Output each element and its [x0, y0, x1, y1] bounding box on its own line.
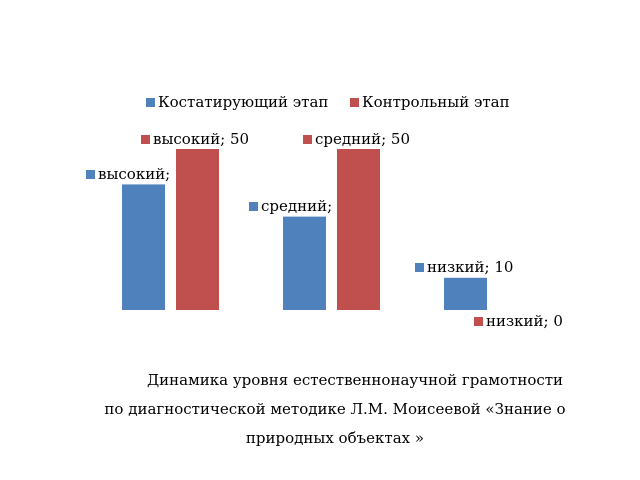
legend-entry-2: Контрольный этап [362, 93, 510, 111]
bar-высокий-series-1 [122, 184, 165, 310]
bar-высокий-series-2 [176, 149, 219, 310]
data-label-высокий-series-1-swatch [86, 170, 95, 179]
data-label-низкий-series-2: низкий; 0 [486, 312, 563, 330]
legend-entry-1-swatch [146, 98, 155, 107]
data-label-высокий-series-2-swatch [141, 135, 150, 144]
data-label-высокий-series-1: высокий; 39 [98, 165, 194, 183]
data-label-низкий-series-1-swatch [415, 263, 424, 272]
data-label-высокий-series-2: высокий; 50 [153, 130, 249, 148]
data-label-средний-series-1-swatch [249, 202, 258, 211]
data-label-низкий-series-2-swatch [474, 317, 483, 326]
chart-caption: Динамика уровня естественнонаучной грамо… [70, 366, 600, 453]
data-label-средний-series-2: средний; 50 [315, 130, 410, 148]
data-label-низкий-series-1: низкий; 10 [427, 258, 513, 276]
legend-entry-1: Костатирующий этап [158, 93, 328, 111]
data-label-средний-series-2-swatch [303, 135, 312, 144]
data-label-средний-series-1: средний; 29 [261, 197, 356, 215]
legend-entry-2-swatch [350, 98, 359, 107]
bar-средний-series-1 [283, 216, 326, 310]
caption-line-3: природных объектах » [245, 429, 425, 447]
bar-средний-series-2 [337, 149, 380, 310]
caption-line-1: Динамика уровня естественнонаучной грамо… [146, 371, 564, 389]
bar-chart: Костатирующий этап Контрольный этап высоки… [86, 93, 563, 330]
bar-низкий-series-1 [444, 277, 487, 310]
caption-line-2: по диагностической методике Л.М. Моисеев… [104, 400, 566, 418]
